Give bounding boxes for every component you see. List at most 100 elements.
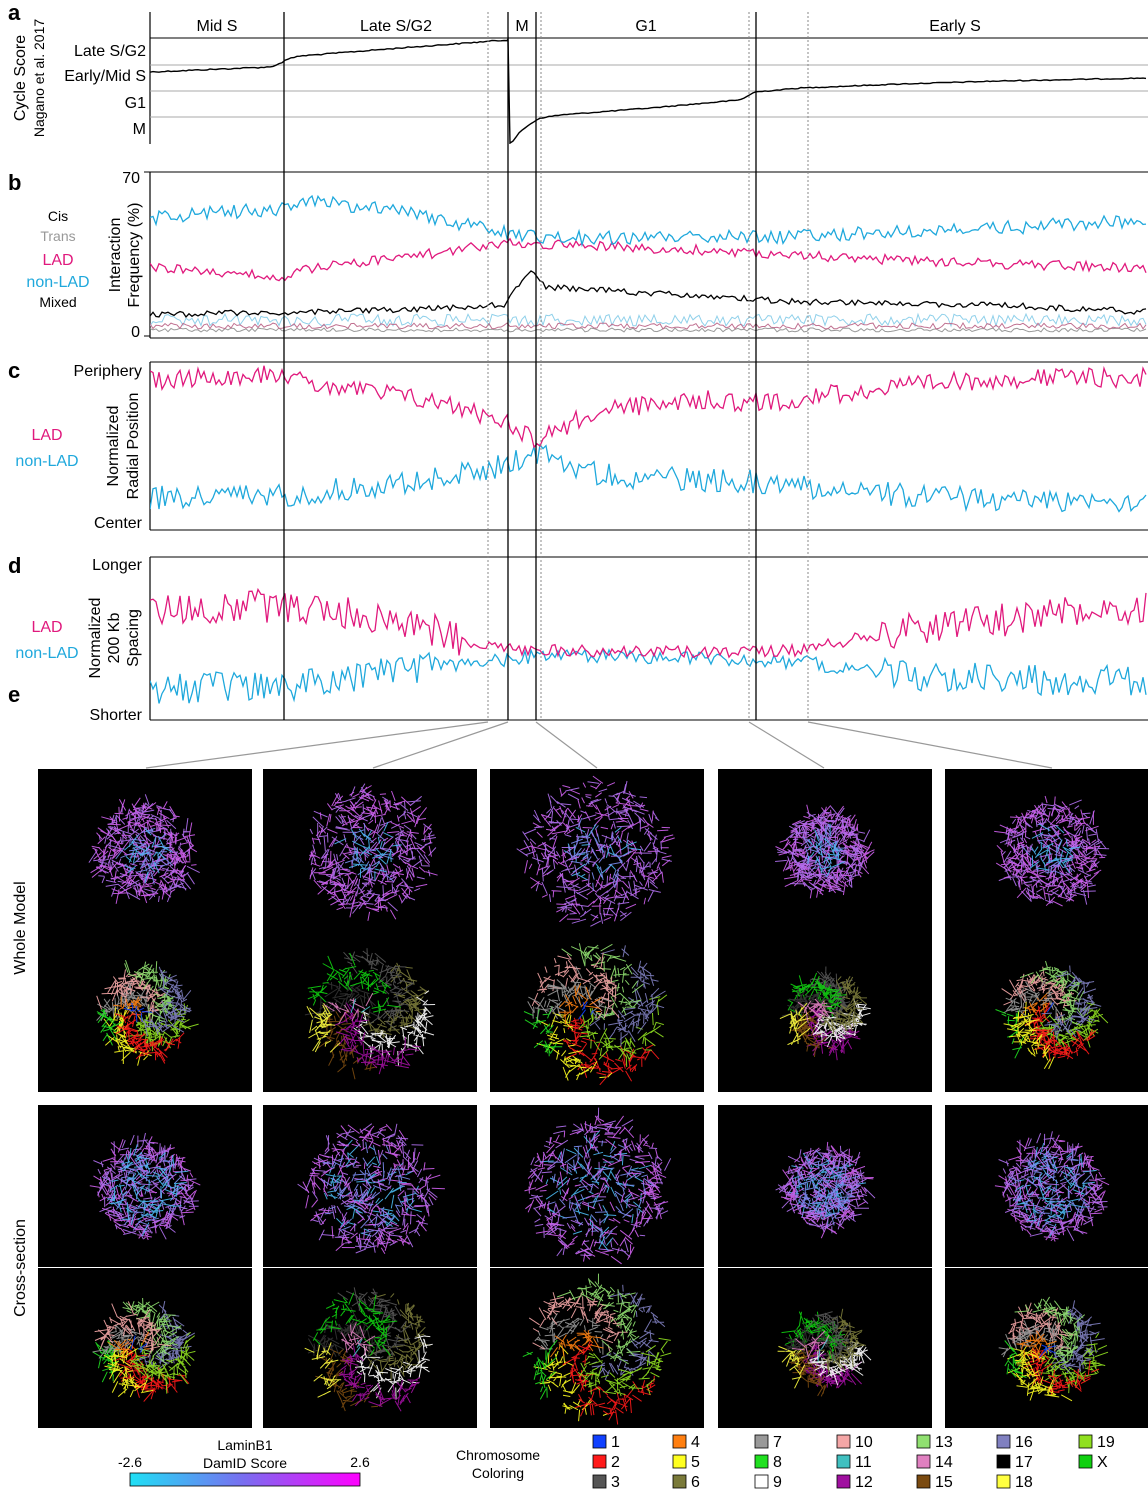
panel-c-tick-center: Center: [94, 515, 143, 532]
panel-d-ylabel-3: Spacing: [125, 609, 142, 667]
panel-a-tick-early-mid-s: Early/Mid S: [64, 68, 146, 85]
chromosome-swatch: [672, 1454, 687, 1469]
model-strands: [797, 998, 835, 1024]
model-strands: [561, 943, 644, 1020]
panel-b: 70 0 Interaction Frequency (%) Cis Trans…: [26, 170, 1148, 341]
chromosome-swatch: [836, 1454, 851, 1469]
row-label-whole-model: Whole Model: [12, 881, 29, 974]
model-strands: [334, 821, 402, 881]
legend-cis: Cis: [48, 208, 68, 224]
connector-line: [807, 721, 1053, 769]
panel-d-tick-longer: Longer: [92, 557, 142, 574]
legend-nonlad: non-LAD: [26, 274, 89, 291]
chromosome-label: 17: [1015, 1454, 1033, 1471]
chromosome-label: 6: [691, 1474, 700, 1491]
panel-a-ylabel: Cycle Score: [12, 35, 29, 121]
chromosome-swatch: [1078, 1454, 1093, 1469]
model-strands: [534, 1313, 604, 1355]
model-strands: [558, 983, 602, 1025]
mixed-series-line: [150, 270, 1147, 319]
phase-label-late-s-g2: Late S/G2: [360, 18, 432, 35]
nonlad-low-series-line: [150, 312, 1147, 328]
model-strands: [998, 1320, 1069, 1358]
model-strands: [550, 1329, 604, 1358]
model-strands: [516, 780, 672, 927]
connector-line: [748, 721, 825, 769]
row-label-cross-section: Cross-section: [12, 1219, 29, 1317]
chromosome-swatch: [592, 1474, 607, 1489]
legend-lad: LAD: [31, 427, 62, 444]
model-strands: [123, 1002, 153, 1023]
legend-mixed: Mixed: [39, 294, 76, 310]
panel-a: Late S/G2 Early/Mid S G1 M Cycle Score N…: [12, 12, 1148, 144]
panel-c-series: [150, 365, 1147, 513]
panel-d-ylabel: Normalized: [87, 598, 104, 679]
model-strands: [806, 1311, 854, 1364]
lad-series-line: [150, 365, 1147, 449]
model-strands: [337, 1287, 413, 1364]
panel-b-tick-0: 0: [131, 324, 140, 341]
model-strands: [578, 994, 668, 1067]
model-strands: [129, 1331, 196, 1394]
panel-letter-a: a: [8, 0, 21, 25]
model-strands: [1041, 965, 1102, 1040]
model-strands: [1029, 823, 1081, 874]
chromosome-label: 19: [1097, 1434, 1115, 1451]
chromosome-label: 15: [935, 1474, 953, 1491]
model-strands: [304, 1342, 342, 1398]
chromosome-label: X: [1097, 1454, 1108, 1471]
model-strands: [307, 952, 402, 1014]
model-strands: [522, 1339, 558, 1400]
model-panel: [38, 1105, 252, 1267]
model-strands: [122, 1297, 182, 1365]
phase-label-m: M: [515, 18, 528, 35]
panel-e-connectors: [145, 721, 1053, 769]
model-strands: [96, 1008, 123, 1046]
connector-line: [372, 721, 509, 769]
model-strands: [94, 1301, 172, 1358]
model-strands: [1007, 1148, 1092, 1232]
phase-label-mid-s: Mid S: [197, 18, 238, 35]
model-strands: [139, 966, 192, 1037]
chromosome-swatch: [754, 1454, 769, 1469]
chromosome-swatch: [592, 1434, 607, 1449]
model-strands: [1007, 1345, 1073, 1402]
chromosome-label: 7: [773, 1434, 782, 1451]
chromosome-label: 9: [773, 1474, 782, 1491]
panel-d-series: [150, 587, 1147, 704]
panel-d-tick-shorter: Shorter: [90, 707, 143, 724]
lad-series-line: [150, 237, 1147, 282]
model-strands: [107, 1144, 189, 1237]
trans-series-line: [150, 327, 1147, 333]
panel-d-ylabel-2: 200 Kb: [106, 613, 123, 664]
legend-trans: Trans: [40, 228, 75, 244]
chromosome-swatch: [996, 1434, 1011, 1449]
connector-line: [535, 721, 598, 769]
chromosome-swatch: [592, 1454, 607, 1469]
legend-lad: LAD: [31, 619, 62, 636]
chromosome-label: 11: [855, 1454, 872, 1471]
chromosome-label: 10: [855, 1434, 873, 1451]
model-panel: [718, 1268, 932, 1428]
legend-lad: LAD: [42, 252, 73, 269]
model-strands: [340, 1322, 376, 1356]
model-strands: [1003, 978, 1062, 1022]
chromosome-label: 18: [1015, 1474, 1033, 1491]
nonlad-series-line: [150, 647, 1147, 704]
panel-a-tick-m: M: [133, 121, 146, 138]
model-strands: [807, 823, 846, 877]
chromosome-label: 16: [1015, 1434, 1033, 1451]
chromosome-label: 4: [691, 1434, 700, 1451]
model-strands: [130, 1335, 148, 1353]
chromosome-swatch: [754, 1474, 769, 1489]
panel-a-ylabel-citation: Nagano et al. 2017: [31, 19, 47, 138]
model-strands: [352, 990, 436, 1066]
panel-letter-d: d: [8, 553, 21, 578]
phase-label-g1: G1: [635, 18, 656, 35]
chromosome-swatch: [836, 1434, 851, 1449]
model-strands: [354, 1333, 433, 1399]
model-panel: [38, 930, 252, 1092]
panel-b-ylabel: Interaction: [107, 218, 124, 293]
chromosome-swatch: [754, 1434, 769, 1449]
phase-separators: [283, 12, 809, 720]
